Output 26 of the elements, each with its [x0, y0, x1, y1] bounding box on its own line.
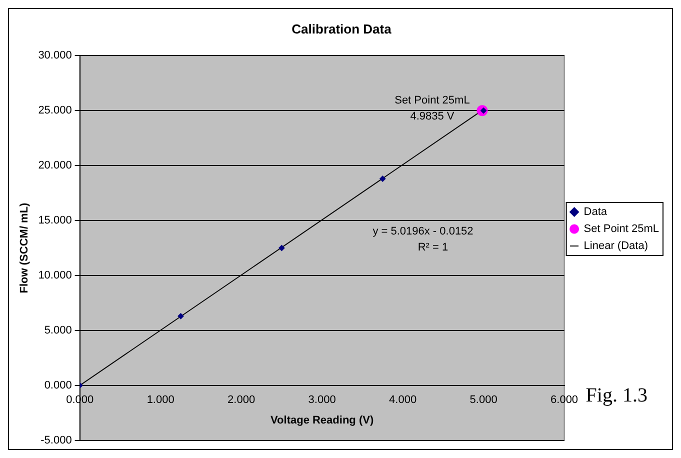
x-tick-label: 4.000	[389, 394, 417, 406]
y-tick-label: 25.000	[38, 104, 72, 117]
legend-label: Data	[584, 206, 608, 218]
y-axis-title: Flow (SCCM/ mL)	[18, 202, 31, 294]
chart-title: Calibration Data	[292, 21, 392, 36]
x-tick-label: 3.000	[308, 394, 336, 406]
x-tick-label: 6.000	[550, 394, 578, 406]
annotation: y = 5.0196x - 0.0152 R² = 1	[372, 226, 474, 254]
annotation: Set Point 25mL 4.9835 V	[394, 94, 470, 123]
legend-label: Linear (Data)	[584, 240, 648, 252]
x-tick-label: 5.000	[470, 394, 498, 406]
y-tick-label: 15.000	[38, 214, 72, 227]
y-tick-label: 0.000	[44, 379, 72, 392]
point	[380, 176, 386, 182]
y-tick-label: -5.000	[40, 434, 72, 446]
x-tick-label: 2.000	[228, 394, 256, 406]
y-tick-label: 5.000	[44, 324, 72, 336]
caption: Fig. 1.3	[586, 384, 648, 407]
x-tick-label: 1.000	[146, 394, 174, 406]
y-tick-label: 20.000	[38, 160, 72, 172]
x-axis-title: Voltage Reading (V)	[270, 414, 374, 426]
legend-label: Set Point 25mL	[584, 223, 660, 236]
point	[278, 245, 285, 251]
y-tick-label: 30.000	[38, 50, 72, 62]
y-tick-label: 10.000	[38, 270, 72, 282]
point	[178, 313, 184, 320]
